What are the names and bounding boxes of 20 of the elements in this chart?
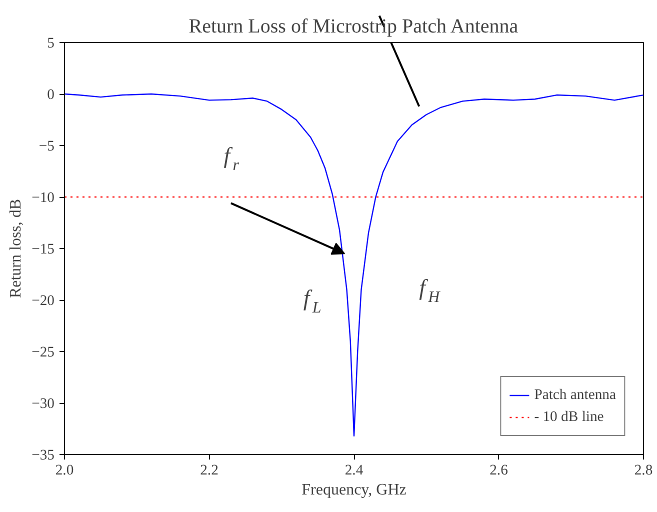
line-series — [64, 93, 644, 437]
y-tick-label: −5 — [38, 138, 54, 154]
legend-label: - 10 dB line — [534, 408, 604, 426]
x-tick-label: 2.2 — [200, 462, 218, 478]
x-axis-title: Frequency, GHz — [302, 482, 406, 498]
x-tick-label: 2.8 — [634, 462, 653, 478]
y-tick-label: −25 — [32, 344, 54, 360]
x-tick-label: 2.4 — [344, 462, 364, 478]
y-axis-title: Return loss, dB — [8, 198, 25, 298]
y-tick-label: 5 — [47, 36, 54, 52]
x-tick-label: 2.6 — [490, 462, 508, 478]
y-tick-label: −30 — [32, 396, 54, 412]
x-tick-label: 2.0 — [55, 462, 74, 478]
y-tick-label: −10 — [32, 190, 54, 206]
y-tick-label: 0 — [47, 87, 54, 103]
chart-title: Return Loss of Microstrip Patch Antenna — [188, 16, 518, 38]
y-tick-label: −20 — [32, 293, 54, 309]
y-tick-label: −35 — [32, 448, 54, 464]
y-tick-label: −15 — [32, 242, 54, 258]
legend-label: Patch antenna — [534, 386, 616, 404]
